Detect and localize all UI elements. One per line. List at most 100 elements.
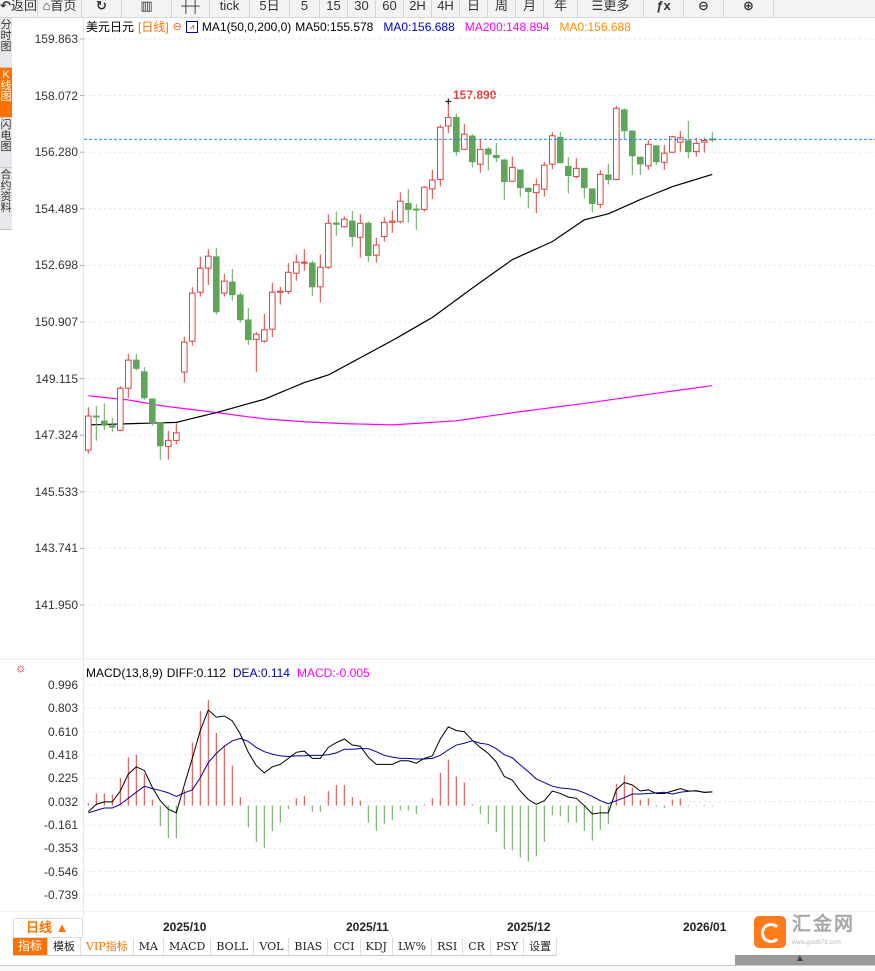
indicator-tab-1[interactable]: 模板 — [48, 938, 82, 955]
toolbar-button-10[interactable]: 60 — [376, 0, 404, 17]
remove-icon[interactable]: ⊖ — [172, 21, 182, 33]
price-tick-label: 158.072 — [34, 88, 78, 103]
indicator-tab-12[interactable]: CR — [463, 938, 491, 955]
candle-up — [445, 116, 452, 127]
indicator-tab-6[interactable]: VOL — [254, 938, 290, 955]
peak-price-label: 157.890 — [453, 88, 497, 102]
toolbar-button-18[interactable]: ƒx — [644, 0, 684, 17]
candle-down — [525, 187, 532, 192]
indicator-tab-2[interactable]: VIP指标 — [81, 938, 134, 955]
indicator-tab-11[interactable]: RSI — [432, 938, 464, 955]
dea-line — [88, 737, 713, 814]
candle-down — [349, 220, 356, 238]
toolbar-button-6[interactable]: 5日 — [250, 0, 290, 17]
view-tab-3[interactable]: 合约资料 — [0, 168, 12, 230]
candle-up — [253, 333, 260, 340]
toolbar-label: 周 — [494, 0, 508, 13]
indicator-tab-4[interactable]: MACD — [163, 938, 212, 955]
candle-up — [181, 341, 188, 373]
toolbar-label: 返回 — [10, 0, 37, 13]
toolbar-button-7[interactable]: 5 — [290, 0, 320, 17]
candle-up — [613, 107, 620, 180]
view-tab-0[interactable]: 分时图 — [0, 18, 12, 68]
indicator-tab-13[interactable]: PSY — [490, 938, 525, 955]
panel-scrollbar[interactable]: ▲ — [735, 953, 875, 965]
indicator-tab-10[interactable]: LW% — [392, 938, 433, 955]
toolbar-button-4[interactable]: ┼┼ — [172, 0, 210, 17]
indicator-tab-7[interactable]: BIAS — [289, 938, 329, 955]
candle-up — [261, 329, 268, 342]
toolbar-button-14[interactable]: 周 — [488, 0, 516, 17]
candle-down — [101, 420, 108, 426]
candle-up — [189, 292, 196, 342]
candle-down — [517, 169, 524, 189]
toolbar-label: 年 — [553, 0, 567, 13]
candle-up — [421, 186, 428, 210]
back-arrow-icon: ↶ — [0, 0, 11, 13]
view-tab-1[interactable]: K线图 — [0, 68, 12, 118]
toolbar-button-15[interactable]: 月 — [516, 0, 544, 17]
price-tick-label: 154.489 — [34, 201, 78, 216]
toolbar-button-19[interactable]: ⊖ — [684, 0, 724, 17]
kline-chart[interactable] — [0, 0, 875, 912]
toolbar-button-5[interactable]: tick — [210, 0, 250, 17]
macd-tick-label: 0.225 — [47, 771, 78, 786]
indicator-tab-5[interactable]: BOLL — [211, 938, 255, 955]
candle-up — [117, 387, 124, 431]
indicator-tab-8[interactable]: CCI — [328, 938, 361, 955]
candle-up — [85, 415, 92, 451]
toolbar-button-13[interactable]: 日 — [460, 0, 488, 17]
indicator-tab-0[interactable]: 指标 — [13, 938, 49, 955]
refresh-icon: ↻ — [96, 0, 107, 13]
price-tick-label: 147.324 — [34, 428, 78, 443]
toolbar-label: 日 — [466, 0, 480, 13]
indicator-tab-9[interactable]: KDJ — [360, 938, 393, 955]
indicator-tab-3[interactable]: MA — [133, 938, 164, 955]
candle-down — [133, 359, 140, 369]
collapse-arrow-icon[interactable]: ▲ — [795, 953, 805, 964]
toolbar-button-0[interactable]: ↶返回 — [0, 0, 38, 17]
price-axis-line — [83, 18, 84, 918]
candle-up — [221, 280, 228, 294]
view-tab-2[interactable]: 闪电图 — [0, 118, 12, 168]
zoom-in-icon: ⊕ — [743, 0, 754, 13]
indicator-tab-14[interactable]: 设置 — [524, 938, 558, 955]
period-selector[interactable]: 日线 ▲ — [13, 918, 83, 938]
candle-up — [573, 167, 580, 178]
candle-up — [669, 136, 676, 153]
toolbar-label: 月 — [522, 0, 536, 13]
symbol-name: 美元日元 — [86, 20, 135, 34]
toolbar-button-8[interactable]: 15 — [320, 0, 348, 17]
toolbar-label: 30 — [354, 0, 369, 13]
candle-up — [661, 152, 668, 163]
toolbar-button-16[interactable]: 年 — [544, 0, 578, 17]
zoom-out-icon: ⊖ — [698, 0, 709, 13]
x-tick-label: 2026/01 — [683, 920, 727, 934]
candle-down — [149, 398, 156, 424]
toolbar-button-17[interactable]: ☰更多 — [578, 0, 644, 17]
gold678-logo: 汇金网 www.gold678.com — [752, 914, 872, 952]
indicator-settings-icon[interactable]: ☼ — [15, 661, 27, 675]
toolbar-button-9[interactable]: 30 — [348, 0, 376, 17]
toolbar-label: 5 — [300, 0, 309, 13]
toolbar-button-1[interactable]: ⌂首页 — [38, 0, 82, 17]
toolbar-button-2[interactable]: ↻ — [82, 0, 122, 17]
candle-down — [229, 281, 236, 296]
toolbar-button-3[interactable]: ▥ — [122, 0, 172, 17]
candle-up — [549, 135, 556, 165]
ma0-value: MA0:156.688 — [383, 20, 455, 34]
ma200-line — [88, 384, 713, 426]
toolbar-button-12[interactable]: 4H — [432, 0, 460, 17]
toolbar-label: 2H — [409, 0, 426, 13]
candle-down — [333, 222, 340, 225]
peak-marker — [445, 98, 452, 105]
toolbar-button-11[interactable]: 2H — [404, 0, 432, 17]
view-tabs: 分时图 K线图 闪电图 合约资料 — [0, 18, 12, 230]
macd-tick-label: 0.803 — [47, 701, 78, 716]
indicator-chart-icon[interactable]: ⩘ — [185, 21, 198, 33]
candle-down — [237, 294, 244, 321]
candle-up — [429, 179, 436, 190]
toolbar-label: 5日 — [259, 0, 280, 13]
price-tick-label: 145.533 — [34, 484, 78, 499]
toolbar-button-20[interactable]: ⊕ — [724, 0, 774, 17]
